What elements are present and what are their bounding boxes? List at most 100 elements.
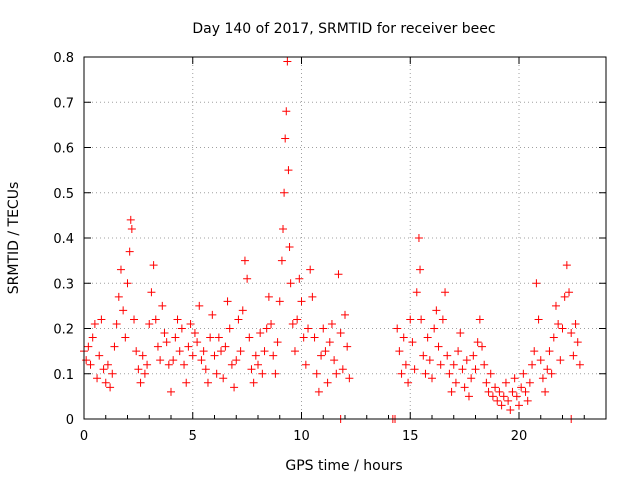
data-point bbox=[569, 351, 578, 360]
data-point bbox=[543, 365, 552, 374]
data-point bbox=[284, 166, 293, 175]
data-point bbox=[158, 301, 167, 310]
data-point bbox=[445, 369, 454, 378]
data-point bbox=[325, 338, 334, 347]
data-point bbox=[256, 329, 265, 338]
data-point bbox=[199, 347, 208, 356]
data-point bbox=[297, 297, 306, 306]
data-point bbox=[317, 351, 326, 360]
data-point bbox=[554, 319, 563, 328]
data-point bbox=[164, 360, 173, 369]
data-point bbox=[301, 360, 310, 369]
data-point bbox=[341, 310, 349, 319]
data-point bbox=[171, 333, 180, 342]
y-tick-label: 0.1 bbox=[53, 368, 74, 383]
data-point bbox=[517, 383, 526, 392]
data-point bbox=[312, 369, 321, 378]
x-tick-label: 5 bbox=[189, 429, 197, 444]
data-point bbox=[515, 401, 523, 410]
data-point bbox=[138, 351, 147, 360]
data-point bbox=[245, 333, 254, 342]
data-point bbox=[147, 288, 156, 297]
data-point bbox=[290, 347, 299, 356]
data-point bbox=[90, 319, 99, 328]
data-point bbox=[188, 351, 197, 360]
data-point bbox=[506, 405, 515, 414]
data-point bbox=[97, 315, 106, 324]
data-point bbox=[240, 256, 249, 265]
data-point bbox=[508, 387, 517, 396]
data-point bbox=[334, 270, 343, 279]
data-point bbox=[227, 360, 236, 369]
data-point bbox=[184, 342, 193, 351]
data-point bbox=[534, 315, 543, 324]
data-point bbox=[286, 279, 295, 288]
data-point bbox=[110, 342, 119, 351]
data-point bbox=[308, 292, 317, 301]
data-point bbox=[482, 378, 491, 387]
data-point bbox=[497, 401, 506, 410]
data-point bbox=[438, 315, 447, 324]
y-tick-label: 0.8 bbox=[53, 51, 74, 66]
data-point bbox=[406, 315, 415, 324]
data-point bbox=[112, 319, 121, 328]
data-point bbox=[399, 333, 408, 342]
data-point bbox=[232, 356, 241, 365]
data-point bbox=[541, 387, 550, 396]
data-point bbox=[234, 315, 243, 324]
data-point bbox=[404, 378, 413, 387]
data-point bbox=[190, 329, 199, 338]
data-point bbox=[575, 360, 584, 369]
data-point bbox=[395, 347, 404, 356]
data-point bbox=[401, 360, 410, 369]
data-point bbox=[230, 383, 239, 392]
data-point bbox=[223, 297, 232, 306]
data-point bbox=[419, 351, 428, 360]
data-point bbox=[558, 324, 567, 333]
data-point bbox=[221, 342, 230, 351]
data-point bbox=[180, 360, 189, 369]
data-point bbox=[332, 369, 341, 378]
data-point bbox=[304, 324, 313, 333]
y-tick-label: 0 bbox=[66, 413, 74, 428]
data-point bbox=[330, 356, 339, 365]
data-point bbox=[254, 360, 262, 369]
data-point bbox=[521, 387, 530, 396]
data-point bbox=[538, 374, 547, 383]
data-point bbox=[93, 374, 102, 383]
data-point bbox=[551, 301, 560, 310]
data-point bbox=[397, 369, 406, 378]
data-point bbox=[416, 265, 425, 274]
data-point bbox=[285, 243, 294, 252]
data-point bbox=[462, 356, 471, 365]
data-point bbox=[160, 329, 169, 338]
data-point bbox=[491, 383, 500, 392]
data-point bbox=[560, 292, 569, 301]
data-point bbox=[436, 360, 445, 369]
data-point bbox=[451, 378, 460, 387]
data-point bbox=[145, 319, 154, 328]
data-point bbox=[151, 315, 160, 324]
data-point bbox=[525, 378, 534, 387]
data-point bbox=[314, 387, 323, 396]
data-point bbox=[414, 234, 423, 242]
data-point bbox=[336, 329, 345, 338]
data-point bbox=[488, 392, 497, 401]
data-point bbox=[471, 365, 480, 374]
data-point bbox=[167, 387, 175, 396]
data-point bbox=[193, 338, 202, 347]
data-point bbox=[567, 329, 576, 338]
data-point bbox=[127, 224, 136, 233]
x-tick-label: 10 bbox=[293, 429, 310, 444]
data-point bbox=[469, 351, 478, 360]
data-point bbox=[393, 324, 402, 333]
y-tick-label: 0.3 bbox=[53, 277, 74, 292]
data-point bbox=[280, 188, 289, 197]
data-point bbox=[408, 338, 417, 347]
data-point bbox=[99, 365, 108, 374]
data-point bbox=[288, 319, 297, 328]
data-point bbox=[101, 378, 110, 387]
data-point bbox=[430, 324, 439, 333]
data-point bbox=[225, 324, 234, 333]
data-point bbox=[458, 365, 467, 374]
